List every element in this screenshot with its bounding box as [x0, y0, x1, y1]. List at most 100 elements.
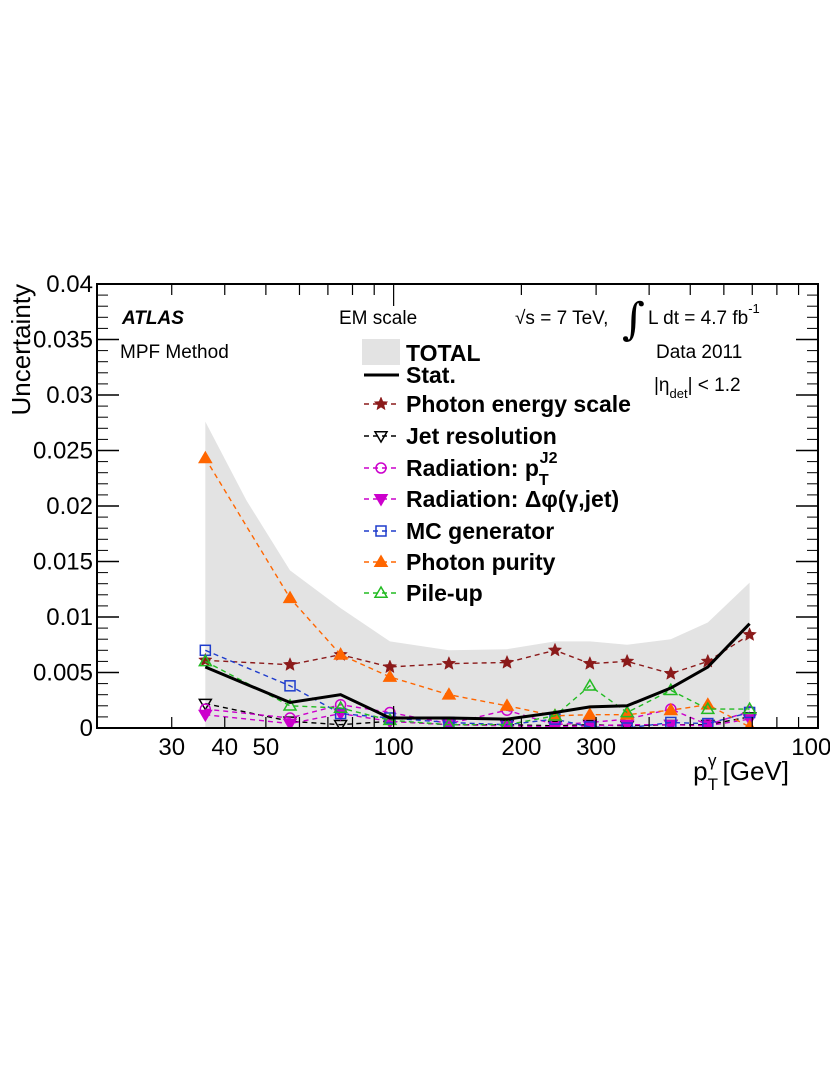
- data-point-square-open: [584, 721, 596, 728]
- data-point-square-open: [621, 722, 633, 728]
- series-pile-up: [198, 653, 757, 728]
- data-point-star: [499, 654, 515, 669]
- data-point-star: [373, 396, 389, 411]
- data-point-triangle-up-filled: [198, 450, 213, 464]
- data-point-circle-open: [375, 462, 387, 474]
- data-point-triangle-up-open: [582, 678, 598, 691]
- energy-label: √s = 7 TeV,: [515, 308, 608, 329]
- data-year-label: Data 2011: [656, 342, 742, 363]
- lumi-text: L dt = 4.7 fb: [648, 308, 748, 329]
- data-point-triangle-up-filled: [663, 702, 679, 716]
- data-point-square-open: [284, 680, 296, 692]
- x-tick-label: 40: [211, 734, 238, 761]
- data-point-triangle-up-filled: [333, 647, 348, 660]
- y-tick-label: 0.04: [46, 271, 93, 298]
- data-point-triangle-up-open: [198, 653, 213, 667]
- legend-entry: Photon purity: [364, 549, 556, 575]
- series-photon-purity: [198, 450, 755, 728]
- x-tick-label: 300: [576, 734, 616, 761]
- data-point-triangle-up-filled: [282, 590, 298, 604]
- y-tick-label: 0.005: [33, 660, 93, 687]
- legend-label: Pile-up: [406, 580, 483, 606]
- lumi-exponent: -1: [748, 301, 760, 316]
- legend-label: Jet resolution: [406, 423, 557, 449]
- lumi-integral-sign: ∫: [622, 294, 645, 345]
- eta-cut-label: |ηdet| < 1.2: [654, 375, 741, 401]
- x-axis-title-sub: T: [708, 775, 718, 794]
- legend-label-total: TOTAL: [406, 340, 481, 366]
- series-line: [204, 622, 751, 721]
- data-point-star: [547, 642, 563, 657]
- y-axis-title: Uncertainty: [6, 284, 36, 416]
- legend: TOTAL Stat. Photon energy scale Jet resolu…: [362, 339, 631, 606]
- legend-entry: Pile-up: [364, 580, 483, 606]
- data-point-triangle-up-filled: [582, 707, 598, 720]
- x-axis-title-sup: γ: [708, 751, 717, 770]
- legend-label: Photon purity: [406, 549, 556, 575]
- y-tick-label: 0.03: [46, 382, 93, 409]
- data-point-star: [742, 627, 757, 641]
- y-tick-label: 0.02: [46, 493, 93, 520]
- x-tick-label: 50: [253, 734, 280, 761]
- data-point-triangle-up-open: [700, 701, 716, 715]
- data-point-triangle-up-filled: [373, 554, 389, 567]
- data-point-triangle-down-filled: [373, 494, 389, 507]
- y-tick-label: 0.035: [33, 327, 93, 354]
- eta-subscript: det: [670, 386, 688, 401]
- legend-label: Stat.: [406, 362, 456, 388]
- data-point-square-open: [702, 717, 714, 728]
- x-tick-label: 30: [158, 734, 185, 761]
- data-point-triangle-up-filled: [499, 698, 515, 711]
- method-label: MPF Method: [120, 342, 229, 363]
- legend-entry: Radiation: Δφ(γ,jet): [364, 486, 619, 512]
- experiment-label: ATLAS: [121, 308, 184, 329]
- series-line: [205, 649, 750, 728]
- data-point-triangle-up-open: [373, 585, 389, 598]
- x-tick-label: 1000: [791, 734, 830, 761]
- lumi-label: L dt = 4.7 fb-1: [648, 301, 760, 329]
- data-point-square-open: [375, 525, 387, 537]
- data-point-star: [619, 653, 635, 668]
- data-point-triangle-up-open: [442, 717, 456, 728]
- data-point-star: [282, 657, 298, 671]
- eta-prefix: |η: [654, 375, 670, 396]
- legend-label: Radiation: Δφ(γ,jet): [406, 486, 619, 512]
- x-axis-title-main: p: [693, 756, 707, 786]
- legend-entry: MC generator: [364, 518, 554, 544]
- data-point-triangle-up-open: [282, 698, 298, 711]
- data-point-star: [582, 655, 598, 670]
- data-point-star: [700, 653, 716, 668]
- legend-label-sub: T: [539, 472, 549, 489]
- data-point-triangle-up-filled: [441, 687, 457, 700]
- y-tick-label: 0.025: [33, 438, 93, 465]
- series-line: [204, 457, 750, 728]
- data-point-triangle-up-filled: [382, 669, 398, 682]
- scale-label: EM scale: [339, 308, 417, 329]
- series-line: [205, 712, 750, 728]
- data-point-triangle-up-open: [333, 700, 348, 713]
- y-tick-label: 0.015: [33, 549, 93, 576]
- series-line: [205, 703, 750, 726]
- y-tick-label: 0: [80, 715, 93, 742]
- legend-label: MC generator: [406, 518, 554, 544]
- data-point-triangle-down-open: [373, 431, 389, 444]
- series-line: [204, 660, 750, 726]
- x-tick-label: 100: [374, 734, 414, 761]
- data-point-triangle-down-filled: [282, 718, 298, 728]
- legend-entry: Photon energy scale: [364, 391, 631, 417]
- series-line: [205, 702, 750, 727]
- data-point-star: [198, 652, 213, 667]
- data-point-star: [663, 665, 679, 680]
- data-point-triangle-up-open: [619, 704, 635, 718]
- legend-entry: Stat.: [364, 362, 456, 388]
- legend-label: Radiation: pT J2: [406, 450, 558, 489]
- eta-suffix: | < 1.2: [688, 375, 741, 396]
- data-point-triangle-up-open: [547, 708, 563, 721]
- legend-swatch-total: [362, 339, 400, 365]
- legend-entry: Radiation: pT J2: [364, 450, 558, 489]
- series-stat: [204, 622, 751, 721]
- x-tick-label: 200: [501, 734, 541, 761]
- data-point-triangle-down-filled: [198, 709, 213, 723]
- x-axis-title-unit: [GeV]: [723, 756, 789, 786]
